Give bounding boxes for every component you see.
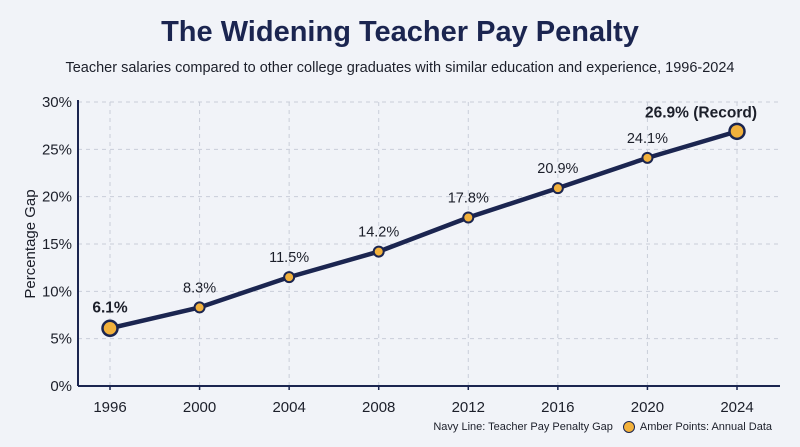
data-label: 26.9% (Record) [645,104,757,121]
chart-title: The Widening Teacher Pay Penalty [161,16,639,48]
data-label: 6.1% [92,299,128,316]
legend-line-entry: Navy Line: Teacher Pay Penalty Gap [433,421,613,433]
data-point [551,182,564,195]
data-point [283,271,296,284]
data-point [462,211,475,224]
data-label: 11.5% [269,250,309,266]
x-tick-label: 2004 [272,399,305,416]
data-label: 14.2% [358,225,399,241]
y-tick-label: 10% [42,283,72,300]
data-point [641,151,654,164]
chart-legend: Navy Line: Teacher Pay Penalty Gap Amber… [433,421,772,433]
y-tick-label: 15% [42,236,72,253]
y-tick-label: 5% [50,331,72,348]
y-tick-label: 0% [50,378,72,395]
data-point [193,301,206,314]
data-point [728,122,746,141]
x-tick-label: 2020 [631,399,664,416]
y-axis-label: Percentage Gap [22,189,39,298]
data-label: 20.9% [537,161,578,177]
y-tick-label: 30% [42,94,72,111]
legend-marker-label: Amber Points: Annual Data [639,421,772,433]
data-point [372,245,385,258]
x-tick-label: 2000 [183,399,216,416]
x-tick-label: 1996 [93,399,126,416]
data-label: 24.1% [627,131,668,147]
x-tick-label: 2008 [362,399,395,416]
data-label: 8.3% [183,280,216,296]
chart-subtitle: Teacher salaries compared to other colle… [65,60,735,76]
amber-dot-icon [622,421,635,433]
legend-marker-entry: Amber Points: Annual Data [622,421,772,433]
x-tick-label: 2024 [720,399,753,416]
data-label: 17.8% [448,190,489,206]
data-point [101,319,119,338]
x-tick-label: 2016 [541,399,574,416]
series-line [107,129,740,331]
y-tick-label: 20% [42,189,72,206]
x-tick-label: 2012 [452,399,485,416]
y-tick-label: 25% [42,141,72,158]
